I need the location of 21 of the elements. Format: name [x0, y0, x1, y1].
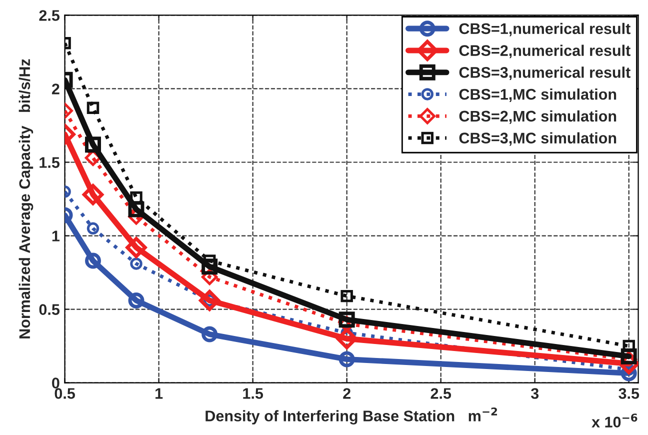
legend-label: CBS=3,MC simulation — [459, 132, 616, 146]
y-tick-label: 0.5 — [39, 304, 60, 315]
x-tick-label: 3 — [530, 388, 539, 399]
y-tick-label: 0 — [52, 378, 60, 388]
legend-label: CBS=1,MC simulation — [459, 88, 616, 102]
legend-label: CBS=1,numerical result — [459, 22, 630, 36]
x-axis-title: Density of Interfering Base Station m$^{−2}$ — [206, 407, 498, 424]
x-tick-label: 2.5 — [430, 388, 452, 399]
text: x 10$^{−6}$ — [592, 414, 638, 428]
y-tick-label: 1.5 — [40, 157, 60, 168]
x-tick-label: 2 — [343, 388, 350, 399]
x-tick-label: 1 — [156, 388, 163, 399]
y-tick-label: 1 — [52, 230, 60, 242]
y-tick-label: 2.5 — [39, 10, 60, 21]
y-tick-label: 2 — [52, 84, 60, 94]
legend-label: CBS=2,MC simulation — [459, 110, 616, 124]
x-tick-label: 3.5 — [618, 388, 640, 399]
y-axis-title: Normalized Average Capacity bit/s/Hz — [18, 59, 34, 338]
legend-label: CBS=3,numerical result — [459, 66, 630, 80]
legend-label: CBS=2,numerical result — [459, 44, 630, 58]
x-tick-label: 1.5 — [243, 388, 264, 399]
